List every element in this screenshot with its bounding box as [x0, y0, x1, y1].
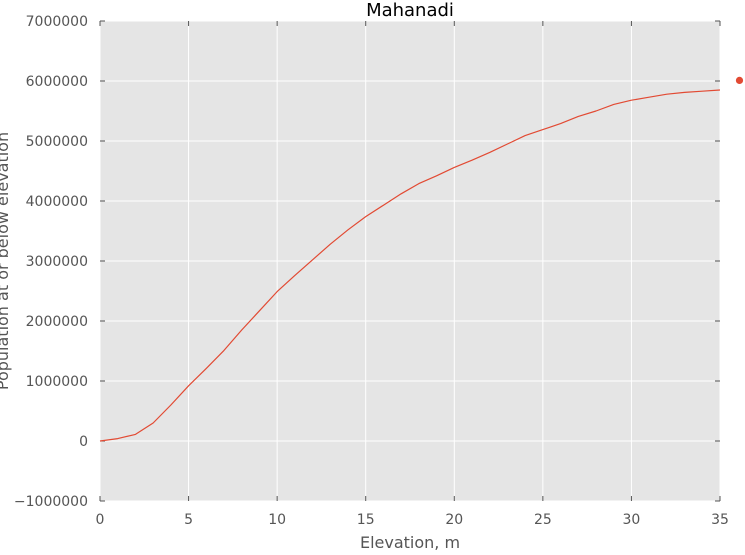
y-tick-label: 3000000: [26, 254, 88, 270]
x-tick-label: 25: [534, 512, 552, 528]
y-tick-label: 5000000: [26, 134, 88, 150]
x-tick-label: 30: [623, 512, 641, 528]
x-tick-label: 5: [184, 512, 193, 528]
x-tick-label: 20: [445, 512, 463, 528]
y-tick-label: 6000000: [26, 74, 88, 90]
x-tick-label: 15: [357, 512, 375, 528]
y-tick-label: −1000000: [14, 494, 88, 510]
y-tick-label: 2000000: [26, 314, 88, 330]
series-layer: [99, 76, 744, 442]
x-tick-label: 10: [268, 512, 286, 528]
y-tick-label: 4000000: [26, 194, 88, 210]
x-tick-label: 35: [711, 512, 729, 528]
chart-title: Mahanadi: [366, 0, 454, 21]
grid-lines: [99, 20, 721, 502]
y-tick-label: 7000000: [26, 14, 88, 30]
x-tick-label: 0: [96, 512, 105, 528]
x-axis-label: Elevation, m: [360, 533, 460, 550]
y-tick-label: 1000000: [26, 374, 88, 390]
series-line: [99, 89, 721, 442]
y-axis-label: Population at or below elevation: [0, 132, 12, 390]
outlier-point: [735, 76, 744, 84]
tick-labels: 0 5 10 15 20 25 30 35 −1000000 0 1000000 2000000 300…: [14, 14, 729, 528]
y-tick-label: 0: [79, 434, 88, 450]
